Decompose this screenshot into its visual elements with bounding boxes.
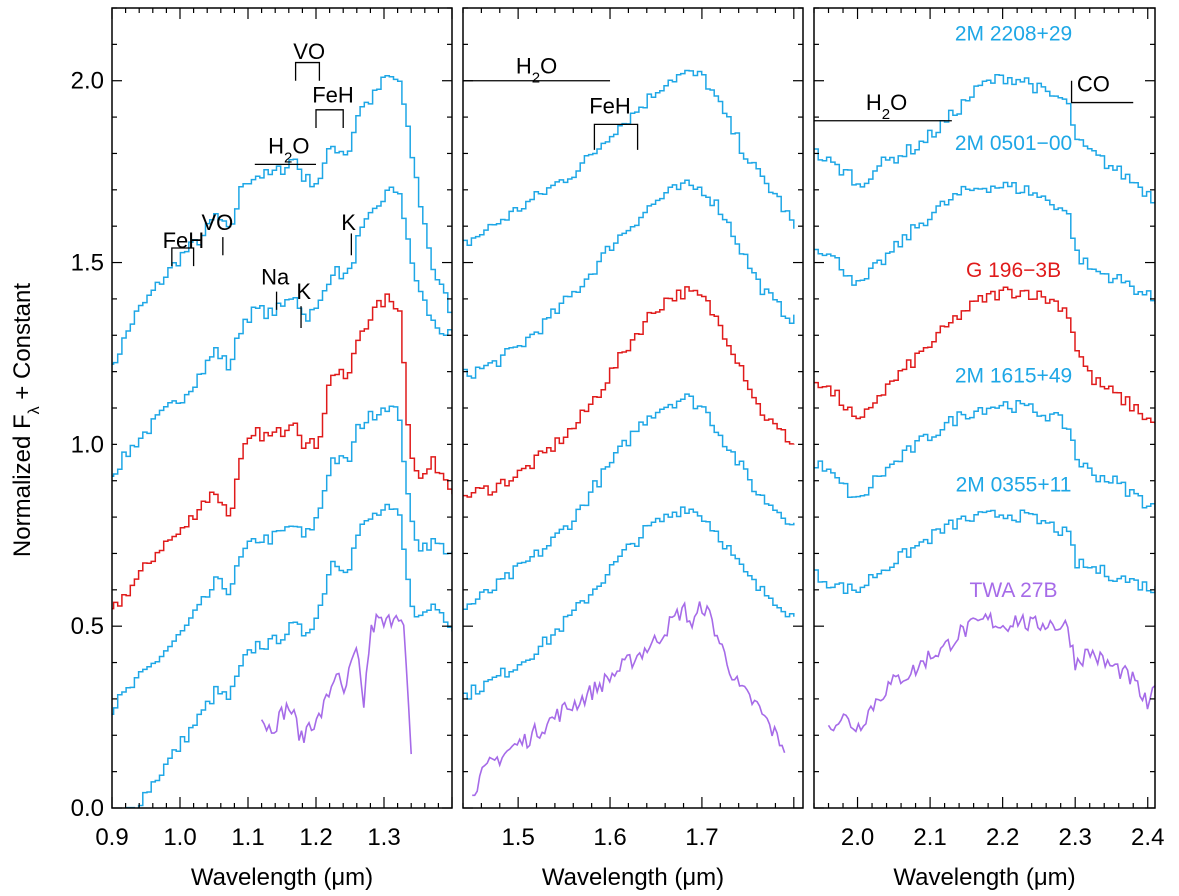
spectrum-2m-0501-00 xyxy=(463,179,795,379)
spectrum-2m-0355-11 xyxy=(463,506,795,700)
series-label: 2M 1615+49 xyxy=(955,365,1072,388)
spectrum-2m-0501-00 xyxy=(112,186,452,478)
feature-label: H2O xyxy=(268,133,309,166)
spectrum-2m-2208-29 xyxy=(814,73,1155,204)
panel-traces xyxy=(463,69,795,797)
spectrum-g-196-3b xyxy=(112,293,452,610)
x-tick-label: 1.3 xyxy=(367,824,400,851)
feature-label-main: VO xyxy=(202,210,234,235)
feature-label-main: Na xyxy=(261,264,290,289)
x-tick-label: 1.7 xyxy=(685,824,718,851)
feature-label-main: CO xyxy=(1077,72,1110,97)
spectrum-2m-0501-00 xyxy=(814,181,1155,304)
y-tick-label: 1.5 xyxy=(71,250,104,277)
feature-marker-bracket xyxy=(294,61,321,81)
panel-H: 1.5 1.6 1.7 Wavelength (μm) H2O FeH xyxy=(462,7,804,891)
spectrum-g-196-3b xyxy=(463,286,795,498)
spectrum-twa-27b xyxy=(472,600,786,797)
x-tick-label: 1.2 xyxy=(299,824,332,851)
x-axis-label: Wavelength (μm) xyxy=(542,864,724,891)
y-axis-label-sub: λ xyxy=(26,406,43,414)
spectrum-2m-0355-11 xyxy=(125,503,452,808)
feature-label: K xyxy=(296,279,311,304)
y-tick-label: 2.0 xyxy=(71,68,104,95)
panels: 0.9 1.0 1.1 1.2 1.3 Wavelength (μm) 0.0 0.5 1.0 1… xyxy=(71,7,1164,891)
spectrum-g-196-3b xyxy=(814,286,1155,424)
spectrum-twa-27b xyxy=(827,610,1155,733)
feature-label: H2O xyxy=(866,90,907,123)
feature-label-sub: 2 xyxy=(284,149,292,166)
spectrum-2m-1615-49 xyxy=(463,393,795,610)
feature-label: Na xyxy=(261,264,290,289)
feature-label-main: FeH xyxy=(312,83,354,108)
feature-label: K xyxy=(341,210,356,235)
x-tick-label: 2.2 xyxy=(986,824,1019,851)
feature-label-sub: 2 xyxy=(882,105,890,122)
spectrum-2m-1615-49 xyxy=(112,405,452,715)
feature-label: VO xyxy=(293,39,325,64)
panel-frame xyxy=(813,7,1156,809)
feature-label-main: VO xyxy=(293,39,325,64)
x-tick-label: 1.6 xyxy=(593,824,626,851)
y-axis-label-main: Normalized F xyxy=(9,414,36,557)
feature-label-main: FeH xyxy=(163,228,205,253)
x-tick-label: 2.0 xyxy=(841,824,874,851)
feature-label-main: FeH xyxy=(589,93,631,118)
series-label: 2M 2208+29 xyxy=(955,23,1072,46)
feature-label: FeH xyxy=(589,93,631,118)
feature-label-main: K xyxy=(341,210,356,235)
panel-J: 0.9 1.0 1.1 1.2 1.3 Wavelength (μm) 0.0 0.5 1.0 1… xyxy=(71,7,453,891)
x-tick-label: 2.1 xyxy=(913,824,946,851)
y-tick-label: 0.0 xyxy=(71,795,104,822)
feature-label: H2O xyxy=(516,53,557,86)
feature-label-sub: 2 xyxy=(532,69,540,86)
feature-marker-bracket xyxy=(1070,80,1134,104)
feature-marker-bracket xyxy=(171,247,195,267)
feature-label-main: K xyxy=(296,279,311,304)
feature-label: FeH xyxy=(163,228,205,253)
feature-label: VO xyxy=(202,210,234,235)
feature-label-main: H xyxy=(268,133,284,158)
feature-label-main: H xyxy=(866,90,882,115)
x-tick-label: 0.9 xyxy=(95,824,128,851)
feature-label-tail: O xyxy=(540,53,557,78)
spectrum-2m-1615-49 xyxy=(814,399,1155,510)
feature-label-tail: O xyxy=(292,133,309,158)
spectrum-2m-0355-11 xyxy=(814,509,1155,595)
series-label: 2M 0355+11 xyxy=(956,474,1072,497)
x-tick-label: 2.4 xyxy=(1131,824,1164,851)
feature-label: FeH xyxy=(312,83,354,108)
panel-frame xyxy=(462,7,804,809)
y-axis-label-tail: + Constant xyxy=(9,283,36,407)
x-axis-label: Wavelength (μm) xyxy=(191,864,373,891)
series-label: G 196−3B xyxy=(966,259,1061,282)
feature-label-main: H xyxy=(516,53,532,78)
y-tick-label: 0.5 xyxy=(71,613,104,640)
spectrum-twa-27b xyxy=(260,612,412,755)
panel-K: 2.0 2.1 2.2 2.3 2.4 Wavelength (μm) H2O CO 2M 22… xyxy=(813,7,1164,891)
x-tick-label: 1.5 xyxy=(501,824,534,851)
feature-marker-bracket xyxy=(593,123,639,150)
y-axis-label: Normalized Fλ + Constant xyxy=(9,283,43,557)
x-tick-label: 2.3 xyxy=(1059,824,1092,851)
y-tick-label: 1.0 xyxy=(71,431,104,458)
feature-marker-bracket xyxy=(315,109,344,128)
series-label: TWA 27B xyxy=(970,579,1058,602)
panel-traces xyxy=(814,73,1155,733)
x-tick-label: 1.0 xyxy=(163,824,196,851)
panel-traces xyxy=(112,74,452,808)
feature-label: CO xyxy=(1077,72,1110,97)
series-label: 2M 0501−00 xyxy=(955,132,1072,155)
feature-label-tail: O xyxy=(890,90,907,115)
spectrum-2m-2208-29 xyxy=(112,74,452,365)
x-axis-label: Wavelength (μm) xyxy=(893,864,1075,891)
x-tick-label: 1.1 xyxy=(231,824,264,851)
